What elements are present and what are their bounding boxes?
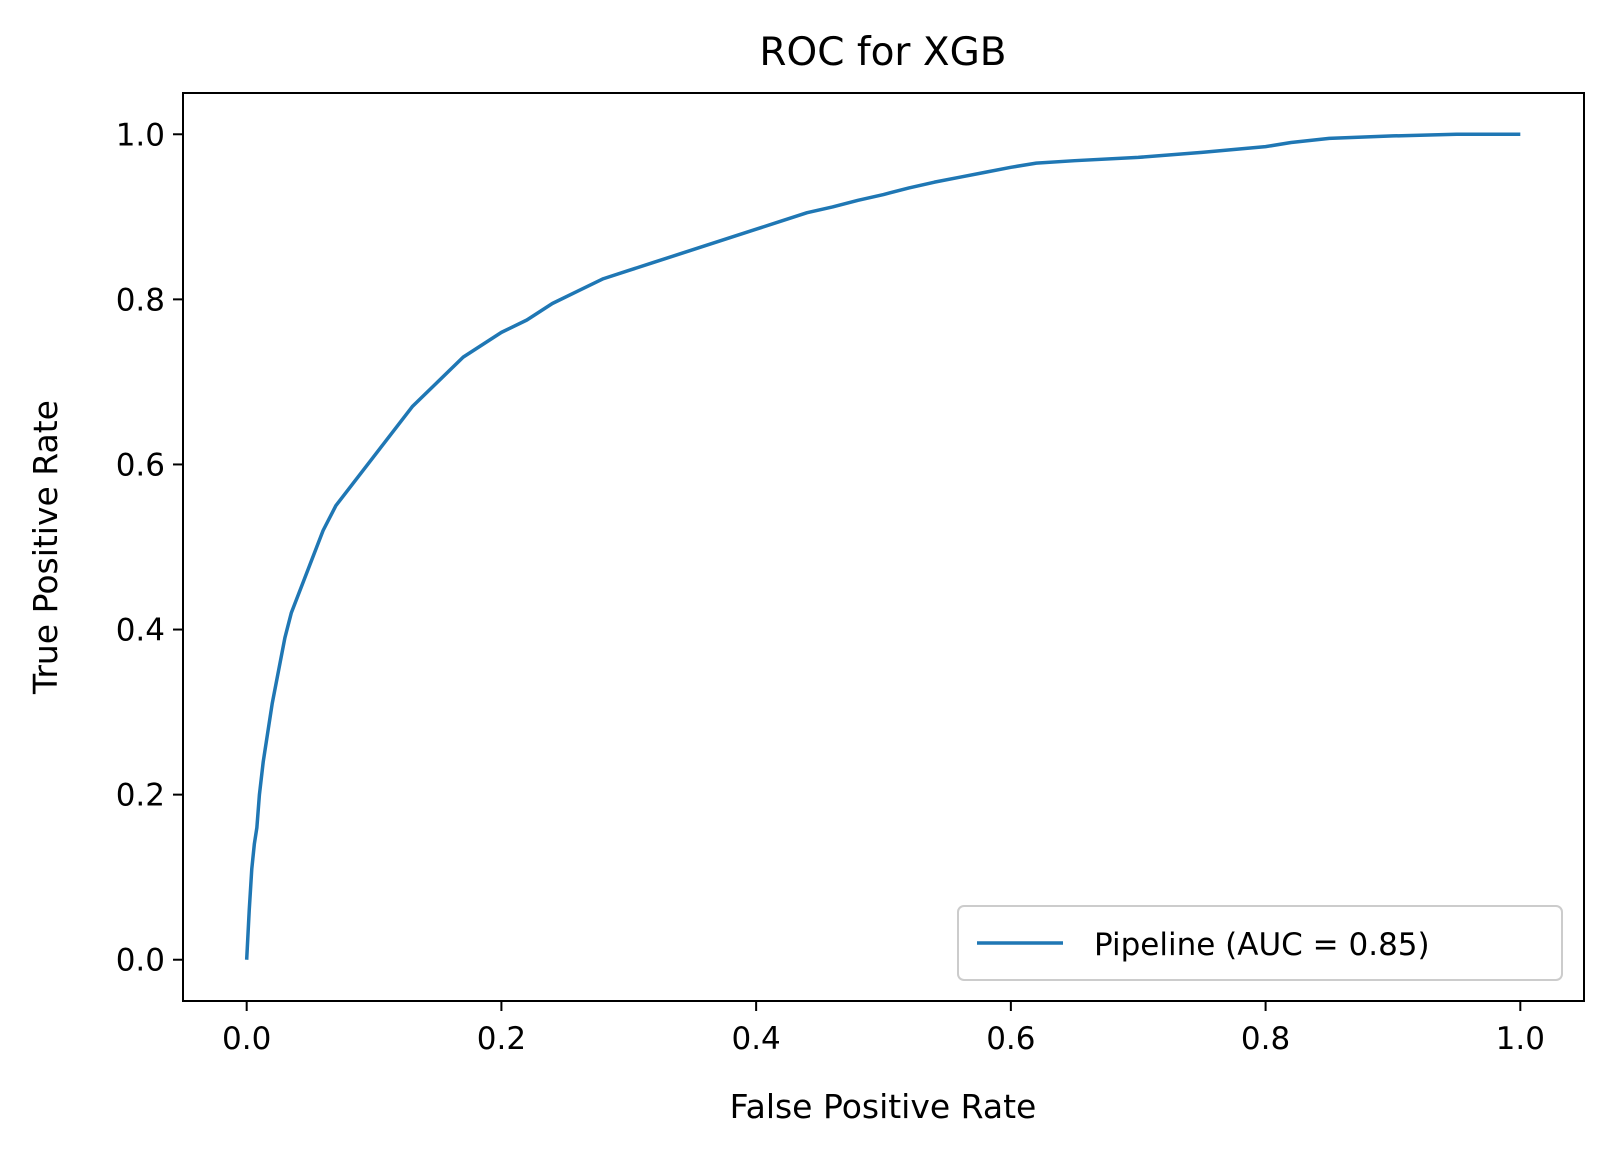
y-tick-label: 0.0	[116, 943, 165, 979]
plot-area	[183, 93, 1584, 1001]
x-tick-label: 0.0	[222, 1021, 271, 1057]
x-axis-ticks: 0.0 0.2 0.4 0.6 0.8 1.0	[222, 1001, 1545, 1057]
legend: Pipeline (AUC = 0.85)	[957, 905, 1563, 981]
series-layer	[244, 132, 1521, 960]
y-tick-label: 0.4	[116, 613, 165, 649]
legend-box	[957, 905, 1563, 981]
chart-title: ROC for XGB	[759, 30, 1006, 75]
x-axis-label: False Positive Rate	[730, 1087, 1037, 1126]
y-tick-label: 0.6	[116, 447, 165, 483]
y-axis-label: True Positive Rate	[26, 400, 65, 695]
y-tick-label: 0.8	[116, 282, 165, 318]
x-tick-label: 0.8	[1241, 1021, 1290, 1057]
legend-entry-label: Pipeline (AUC = 0.85)	[1094, 927, 1430, 963]
y-axis-ticks: 0.0 0.2 0.4 0.6 0.8 1.0	[116, 117, 183, 979]
roc-curve-line	[244, 132, 1521, 960]
plot-frame	[182, 92, 1585, 1002]
x-tick-label: 1.0	[1496, 1021, 1545, 1057]
y-tick-label: 1.0	[116, 117, 165, 153]
x-tick-label: 0.6	[986, 1021, 1035, 1057]
x-tick-label: 0.2	[477, 1021, 526, 1057]
x-tick-label: 0.4	[731, 1021, 780, 1057]
y-tick-label: 0.2	[116, 778, 165, 814]
